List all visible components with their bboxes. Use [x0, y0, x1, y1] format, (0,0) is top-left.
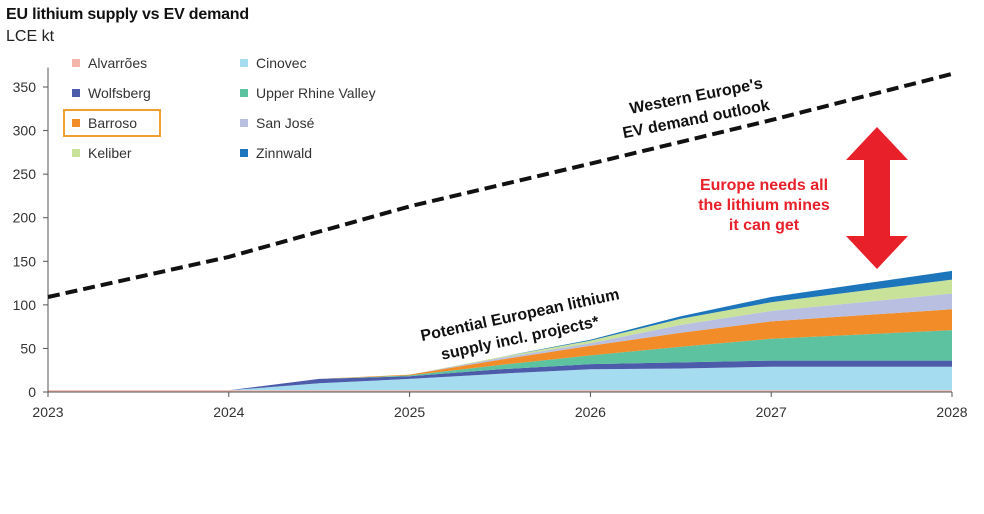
y-tick-label: 50: [20, 340, 36, 356]
area-san-jos-: [48, 293, 952, 391]
legend-highlight-box: [63, 109, 161, 137]
demand-line: [47, 71, 953, 299]
legend-label-cinovec: Cinovec: [256, 55, 307, 71]
legend-label-wolfsberg: Wolfsberg: [88, 85, 151, 101]
x-tick-label: 2025: [394, 404, 425, 420]
area-wolfsberg: [48, 360, 952, 391]
demand-line-group: [47, 71, 953, 299]
legend-label-alvarr-es: Alvarrões: [88, 55, 147, 71]
y-tick-label: 100: [13, 297, 37, 313]
legend-label-upper-rhine-valley: Upper Rhine Valley: [256, 85, 376, 101]
legend-label-barroso: Barroso: [88, 115, 137, 131]
legend-swatch-zinnwald: [240, 149, 248, 157]
y-tick-label: 0: [28, 384, 36, 400]
x-tick-label: 2024: [213, 404, 244, 420]
legend-swatch-cinovec: [240, 59, 248, 67]
gap-arrow-icon: [846, 127, 908, 269]
x-tick-label: 2028: [936, 404, 967, 420]
area-cinovec: [48, 366, 952, 391]
legend-label-zinnwald: Zinnwald: [256, 145, 312, 161]
legend-swatch-keliber: [72, 149, 80, 157]
y-tick-label: 150: [13, 253, 37, 269]
y-tick-label: 300: [13, 123, 37, 139]
legend-label-san-jos-: San José: [256, 115, 315, 131]
supply-areas: [48, 270, 952, 392]
area-upper-rhine-valley: [48, 330, 952, 391]
y-tick-label: 200: [13, 210, 37, 226]
gap-annotation-line1: Europe needs all: [700, 177, 828, 194]
gap-annotation-line2: the lithium mines: [698, 197, 830, 214]
legend-swatch-san-jos-: [240, 119, 248, 127]
legend: Alvarrões Cinovec Wolfsberg Upper Rhine Val…: [63, 55, 376, 161]
y-tick-label: 350: [13, 79, 37, 95]
legend-swatch-alvarr-es: [72, 59, 80, 67]
axes: 0 50 100 150 200 250 300 350 2023 2024 2025 2026 202…: [13, 67, 968, 420]
gap-annotation-line3: it can get: [729, 217, 800, 234]
legend-swatch-wolfsberg: [72, 89, 80, 97]
chart-title: EU lithium supply vs EV demand: [6, 6, 249, 23]
x-tick-label: 2023: [32, 404, 63, 420]
area-barroso: [48, 309, 952, 391]
x-tick-label: 2026: [575, 404, 606, 420]
y-tick-label: 250: [13, 166, 37, 182]
legend-label-keliber: Keliber: [88, 145, 132, 161]
gap-arrow: [846, 127, 908, 269]
legend-swatch-upper-rhine-valley: [240, 89, 248, 97]
unit-label: LCE kt: [6, 28, 55, 45]
x-tick-label: 2027: [756, 404, 787, 420]
legend-swatch-barroso: [72, 119, 80, 127]
